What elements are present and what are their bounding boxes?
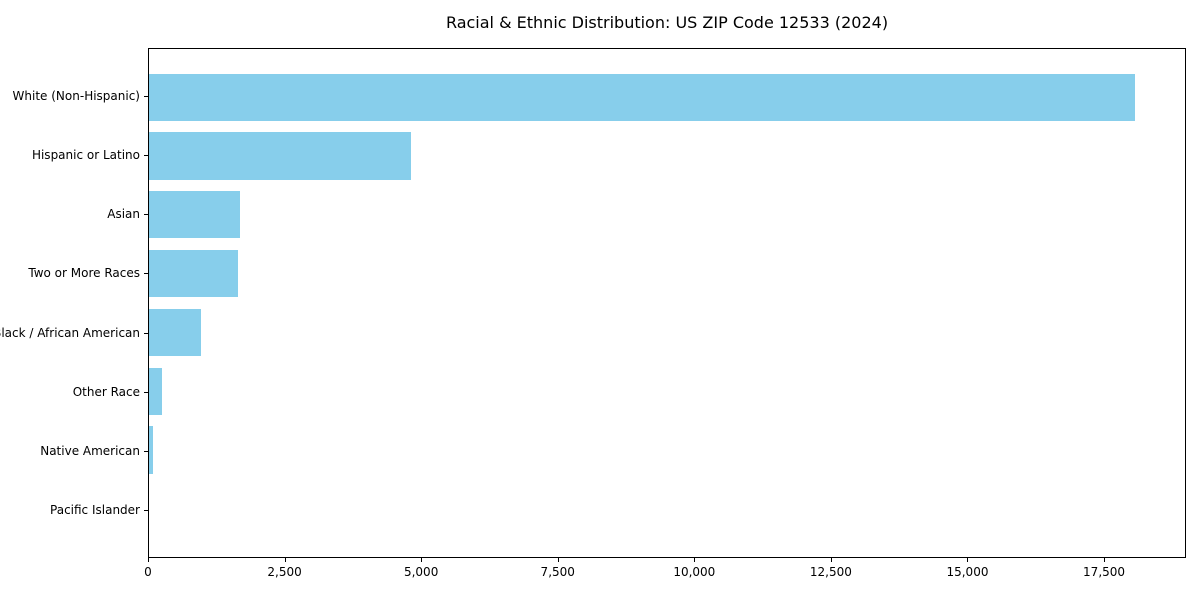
x-tick-label: 2,500 [267,565,302,579]
y-tick-label-hispanic-or-latino: Hispanic or Latino [31,148,140,163]
y-tick-mark [144,391,148,393]
y-tick-mark [144,273,148,275]
y-tick-mark [144,450,148,452]
bar-native-american [149,426,154,474]
plot-area [148,48,1186,558]
y-tick-mark [144,332,148,334]
x-tick-label: 12,500 [809,565,852,579]
y-tick-label-asian: Asian [107,207,140,222]
y-tick-mark [144,509,148,511]
x-tick-mark [557,558,559,562]
x-tick-mark [421,558,423,562]
x-axis: 0 2,500 5,000 7,500 10,000 12,500 15,000 17,500 [144,558,1186,590]
x-tick-mark [694,558,696,562]
x-tick-label: 5,000 [403,565,439,579]
chart-title: Racial & Ethnic Distribution: US ZIP Cod… [445,13,889,32]
bar-other-race [149,367,162,415]
x-tick-mark [830,558,832,562]
y-tick-label-pacific-islander: Pacific Islander [50,502,140,517]
x-tick-mark [284,558,286,562]
y-tick-label-other-race: Other Race [72,384,140,399]
bar-black-african-american [149,308,201,356]
x-tick-label: 7,500 [540,565,575,579]
bar-asian [149,191,240,239]
y-tick-mark [144,214,148,216]
x-tick-label: 0 [144,565,152,579]
y-tick-mark [144,155,148,157]
y-tick-mark [144,96,148,98]
bar-two-or-more-races [149,250,238,298]
x-tick-label: 15,000 [946,565,989,579]
x-tick-mark [1104,558,1106,562]
y-tick-label-black-african-american: Black / African American [0,325,140,340]
x-tick-mark [967,558,969,562]
y-tick-label-white-non-hispanic: White (Non-Hispanic) [12,89,140,104]
x-tick-label: 10,000 [673,565,716,579]
y-axis: White (Non-Hispanic) Hispanic or Latino As… [0,48,148,558]
x-tick-mark [148,558,149,562]
bar-hispanic-or-latino [149,132,412,180]
y-tick-label-two-or-more-races: Two or More Races [28,266,140,281]
x-tick-label: 17,500 [1083,565,1126,579]
y-tick-label-native-american: Native American [40,443,140,458]
bar-white-non-hispanic [149,73,1135,121]
